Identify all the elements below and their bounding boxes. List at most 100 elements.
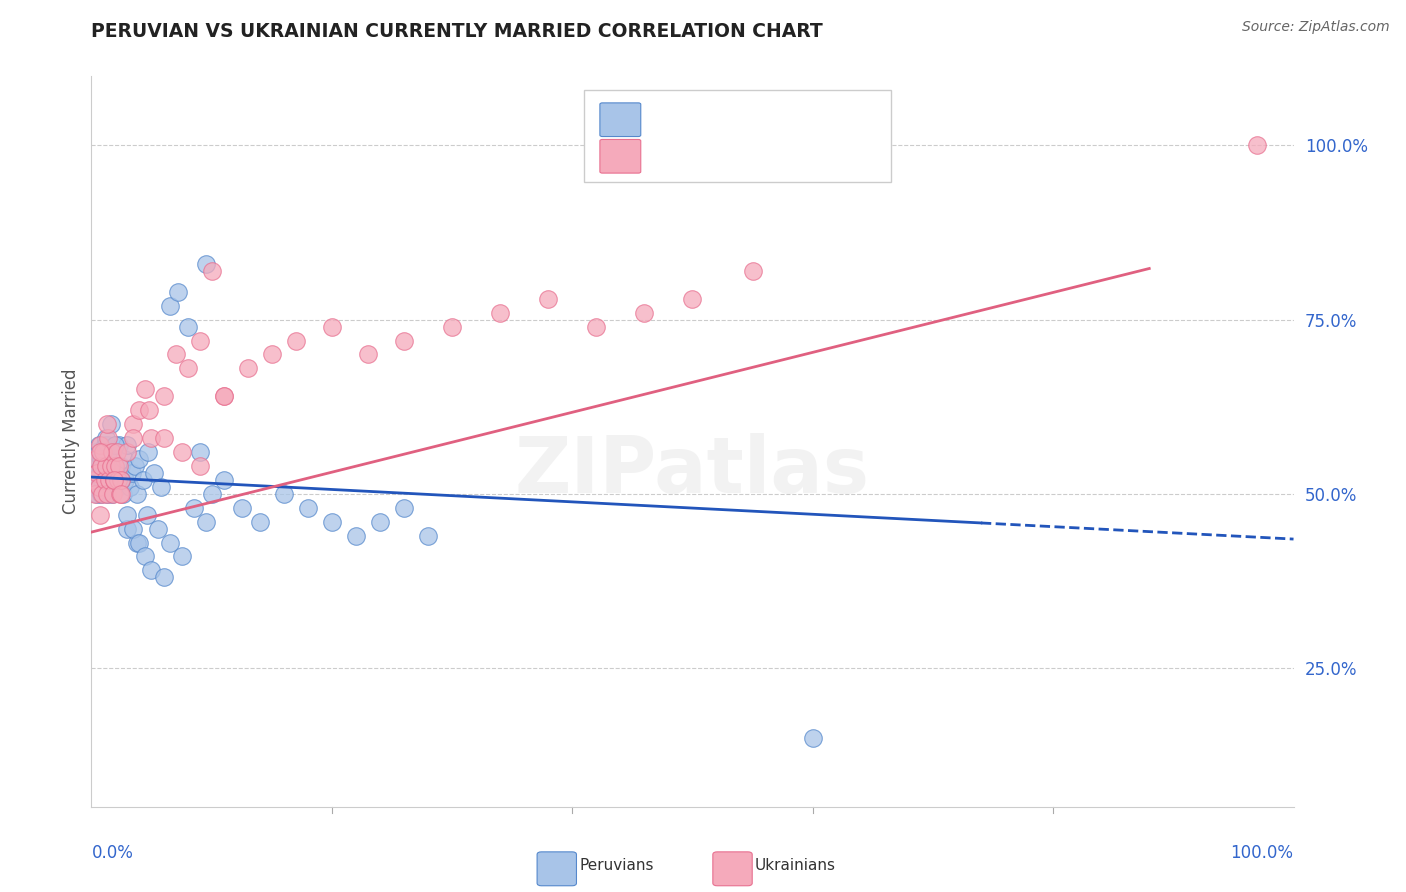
Point	[94, 431, 117, 445]
Point	[297, 500, 319, 515]
Point	[86, 487, 108, 501]
Point	[83, 473, 105, 487]
Point	[90, 458, 112, 473]
Text: R =: R =	[651, 111, 686, 128]
Point	[132, 473, 155, 487]
Point	[101, 445, 124, 459]
Point	[125, 535, 148, 549]
Point	[681, 292, 703, 306]
Text: R =: R =	[651, 147, 686, 165]
Point	[84, 458, 107, 473]
Point	[128, 403, 150, 417]
Point	[110, 487, 132, 501]
Point	[110, 473, 132, 487]
Point	[87, 473, 110, 487]
Point	[90, 458, 112, 473]
Point	[741, 264, 763, 278]
Point	[84, 473, 107, 487]
Point	[87, 438, 110, 452]
Point	[91, 452, 114, 467]
Point	[112, 452, 135, 467]
Y-axis label: Currently Married: Currently Married	[62, 368, 80, 515]
Point	[122, 431, 145, 445]
Point	[188, 458, 211, 473]
Point	[104, 438, 127, 452]
FancyBboxPatch shape	[600, 139, 641, 173]
Point	[249, 515, 271, 529]
Point	[537, 292, 560, 306]
Point	[96, 452, 118, 467]
Text: 0.0%: 0.0%	[91, 844, 134, 862]
Point	[104, 445, 127, 459]
Text: 0.447: 0.447	[692, 147, 745, 165]
Point	[91, 473, 114, 487]
Point	[167, 285, 190, 299]
Point	[89, 466, 111, 480]
Text: Source: ZipAtlas.com: Source: ZipAtlas.com	[1241, 20, 1389, 34]
Text: 86: 86	[807, 111, 830, 128]
Point	[142, 466, 165, 480]
Point	[176, 361, 198, 376]
Point	[152, 389, 174, 403]
Point	[236, 361, 259, 376]
Point	[93, 445, 115, 459]
Point	[93, 473, 115, 487]
Point	[118, 480, 141, 494]
Point	[103, 473, 125, 487]
Point	[152, 431, 174, 445]
Point	[212, 389, 235, 403]
Point	[104, 458, 127, 473]
Point	[96, 417, 118, 431]
Point	[170, 445, 193, 459]
Text: N =: N =	[765, 147, 801, 165]
Point	[122, 417, 145, 431]
Point	[84, 452, 107, 467]
FancyBboxPatch shape	[600, 103, 641, 136]
Point	[84, 487, 107, 501]
Point	[357, 347, 380, 361]
Point	[176, 319, 198, 334]
Point	[134, 382, 156, 396]
Point	[98, 473, 121, 487]
Point	[128, 452, 150, 467]
Point	[231, 500, 253, 515]
Point	[96, 487, 118, 501]
Point	[440, 319, 463, 334]
Point	[159, 299, 181, 313]
Point	[368, 515, 391, 529]
Point	[110, 458, 132, 473]
Point	[344, 528, 367, 542]
Point	[110, 473, 132, 487]
Point	[201, 264, 224, 278]
Point	[98, 480, 121, 494]
Point	[91, 487, 114, 501]
Point	[183, 500, 205, 515]
Point	[108, 458, 131, 473]
Point	[103, 473, 125, 487]
Point	[89, 508, 111, 522]
Point	[100, 417, 122, 431]
Text: Ukrainians: Ukrainians	[755, 858, 837, 872]
Point	[138, 403, 160, 417]
Point	[201, 487, 224, 501]
Text: ZIPatlas: ZIPatlas	[515, 433, 870, 508]
Point	[89, 480, 111, 494]
Point	[194, 257, 217, 271]
Point	[392, 334, 415, 348]
Point	[1246, 138, 1268, 153]
Point	[188, 445, 211, 459]
Point	[93, 480, 115, 494]
Point	[633, 306, 655, 320]
Point	[107, 473, 129, 487]
Point	[107, 480, 129, 494]
Point	[121, 466, 143, 480]
Point	[117, 522, 139, 536]
Point	[97, 438, 120, 452]
Point	[94, 458, 117, 473]
Point	[111, 487, 134, 501]
Point	[93, 445, 115, 459]
Point	[194, 515, 217, 529]
Point	[86, 466, 108, 480]
Point	[392, 500, 415, 515]
Text: -0.130: -0.130	[692, 111, 752, 128]
